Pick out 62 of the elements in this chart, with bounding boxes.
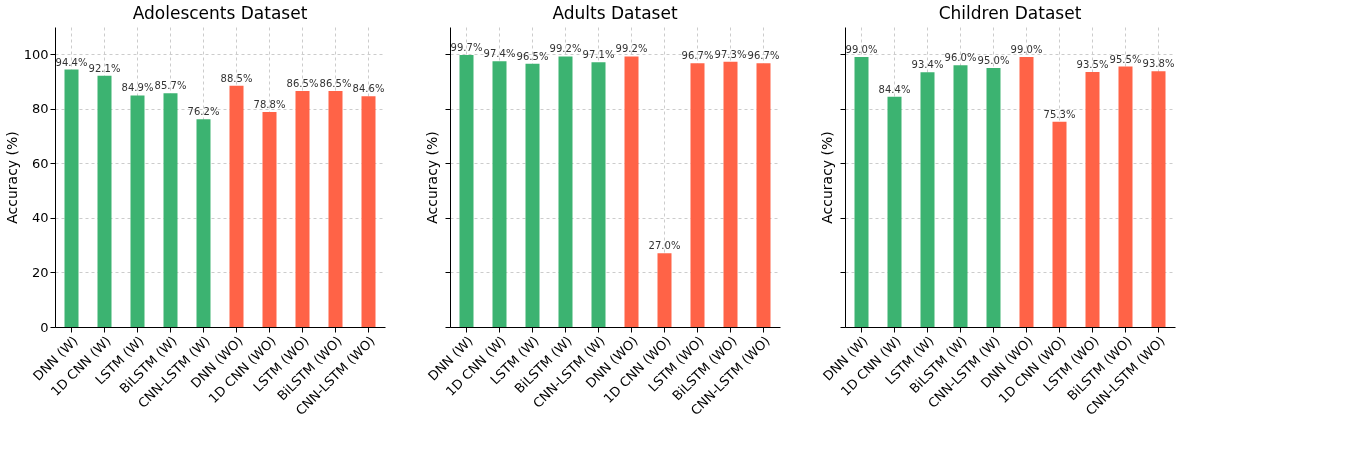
data-label: 86.5%: [319, 78, 352, 90]
bar: [492, 61, 507, 327]
bar: [1019, 57, 1034, 327]
bar: [1085, 72, 1100, 327]
data-label: 99.0%: [1010, 44, 1043, 55]
data-label: 93.8%: [1142, 58, 1175, 70]
data-label: 99.0%: [845, 44, 878, 55]
data-label: 95.0%: [977, 54, 1010, 66]
data-label: 84.6%: [352, 83, 385, 95]
data-label: 97.1%: [582, 49, 615, 61]
bar: [723, 61, 738, 327]
data-label: 92.1%: [88, 62, 121, 74]
data-label: 95.5%: [1109, 53, 1142, 65]
y-axis-title: Accuracy (%): [423, 131, 440, 224]
data-label: 96.0%: [944, 52, 977, 64]
bar: [920, 72, 935, 327]
y-axis-title: Accuracy (%): [818, 131, 835, 224]
data-label: 99.2%: [615, 43, 648, 55]
data-label: 99.2%: [549, 43, 582, 55]
data-label: 93.4%: [911, 59, 944, 71]
bar: [887, 96, 902, 327]
bar: [558, 56, 573, 327]
data-label: 94.4%: [55, 56, 88, 68]
y-tick-label: 60: [31, 155, 49, 171]
data-label: 97.4%: [483, 48, 516, 60]
bar: [657, 253, 672, 327]
data-label: 96.5%: [516, 50, 549, 62]
data-label: 99.7%: [450, 42, 483, 54]
data-label: 84.4%: [878, 83, 911, 95]
data-label: 86.5%: [286, 78, 319, 90]
data-label: 97.3%: [714, 48, 747, 60]
bar: [591, 62, 606, 327]
data-label: 76.2%: [187, 106, 220, 118]
data-label: 96.7%: [747, 50, 780, 62]
y-tick-label: 80: [31, 101, 49, 117]
data-label: 27.0%: [648, 240, 681, 252]
chart-title: Adults Dataset: [552, 3, 678, 23]
bar: [854, 57, 869, 327]
bar: [1151, 71, 1166, 327]
chart-title: Adolescents Dataset: [132, 3, 308, 23]
data-label: 96.7%: [681, 50, 714, 62]
bar: [624, 56, 639, 327]
y-tick-label: 100: [23, 46, 49, 62]
bar: [1118, 66, 1133, 327]
data-label: 93.5%: [1076, 59, 1109, 70]
data-label: 75.3%: [1043, 108, 1076, 120]
bar: [756, 63, 771, 327]
data-label: 84.9%: [121, 82, 154, 94]
y-axis-title: Accuracy (%): [3, 131, 20, 224]
data-label: 88.5%: [220, 72, 253, 84]
bar: [690, 63, 705, 327]
y-tick-label: 40: [31, 210, 49, 226]
data-label: 85.7%: [154, 80, 187, 92]
bar: [459, 55, 474, 327]
chart-title: Children Dataset: [938, 3, 1082, 23]
bar: [1052, 121, 1067, 327]
y-tick-label: 20: [31, 264, 49, 280]
bar: [525, 63, 540, 327]
y-tick-label: 0: [40, 319, 49, 335]
data-label: 78.8%: [253, 99, 286, 111]
bar: [953, 65, 968, 327]
bar: [986, 67, 1001, 327]
